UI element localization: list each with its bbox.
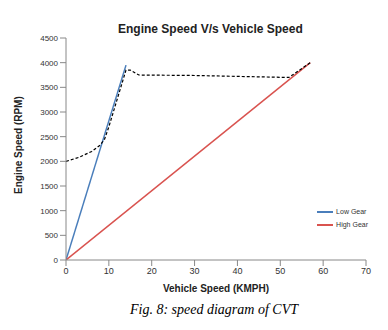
svg-text:500: 500 [45, 231, 59, 240]
html-text:High Gear: High Gear [336, 221, 368, 228]
svg-text:50: 50 [275, 266, 285, 276]
svg-text:0: 0 [54, 256, 59, 265]
svg-text:4000: 4000 [40, 59, 58, 68]
svg-text:4500: 4500 [40, 34, 58, 43]
svg-text:2500: 2500 [40, 133, 58, 142]
html-text:Fig. 8: speed diagram of CVT: Fig. 8: speed diagram of CVT [130, 302, 298, 317]
svg-text:1500: 1500 [40, 182, 58, 191]
svg-text:40: 40 [232, 266, 242, 276]
svg-text:60: 60 [318, 266, 328, 276]
svg-text:30: 30 [190, 266, 200, 276]
svg-text:Vehicle Speed (KMPH): Vehicle Speed (KMPH) [163, 283, 269, 294]
svg-text:Engine Speed (RPM): Engine Speed (RPM) [13, 96, 24, 194]
svg-text:70: 70 [361, 266, 371, 276]
html-text:Low Gear: Low Gear [336, 208, 367, 215]
svg-text:2000: 2000 [40, 157, 58, 166]
svg-text:10: 10 [104, 266, 114, 276]
svg-text:3500: 3500 [40, 83, 58, 92]
svg-text:20: 20 [147, 266, 157, 276]
svg-text:1000: 1000 [40, 207, 58, 216]
html-text:Engine Speed V/s Vehicle Speed: Engine Speed V/s Vehicle Speed [118, 22, 303, 36]
svg-text:0: 0 [63, 266, 68, 276]
svg-text:3000: 3000 [40, 108, 58, 117]
